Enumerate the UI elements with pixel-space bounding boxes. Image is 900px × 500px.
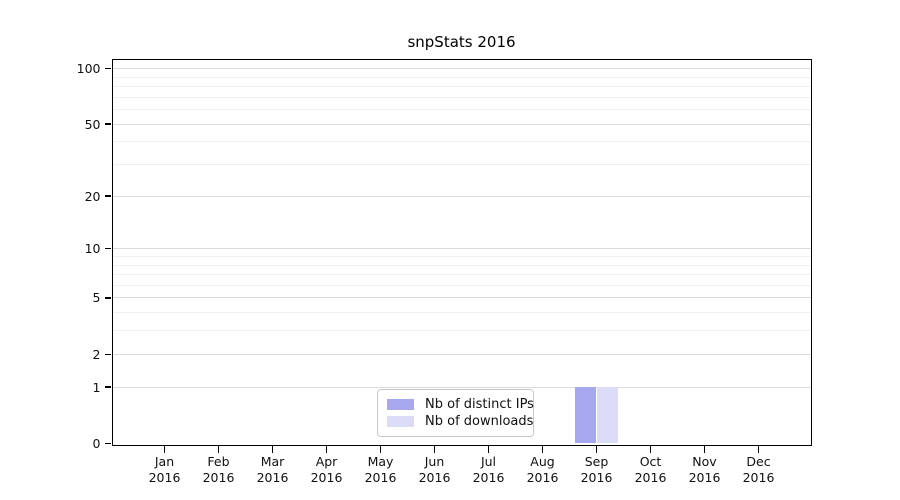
gridline-major <box>112 123 811 125</box>
chart-title: snpStats 2016 <box>407 33 516 51</box>
legend-label-distinct-ips: Nb of distinct IPs <box>425 397 534 412</box>
x-tick-mark <box>163 446 166 453</box>
x-tick-label: May 2016 <box>354 454 408 487</box>
gridline-major <box>112 68 811 70</box>
y-tick-mark <box>104 195 111 197</box>
y-tick-mark <box>104 442 111 445</box>
y-tick-label: 100 <box>76 61 101 77</box>
x-tick-label-month: Mar <box>260 453 285 469</box>
x-tick-label-month: Feb <box>207 453 230 469</box>
gridline-minor <box>112 284 811 286</box>
x-tick-mark <box>649 446 652 453</box>
y-tick-mark <box>104 123 111 125</box>
y-tick-mark <box>104 297 111 299</box>
x-tick-label-year: 2016 <box>688 470 721 485</box>
gridline-major <box>112 248 811 250</box>
x-tick-label-year: 2016 <box>310 470 343 485</box>
x-tick-label: Dec 2016 <box>732 454 786 487</box>
gridline-minor <box>112 312 811 314</box>
bar-nb-of-distinct-ips <box>574 387 597 444</box>
y-tick-label: 50 <box>84 116 101 132</box>
gridline-major <box>112 297 811 299</box>
gridline-minor <box>112 255 811 257</box>
x-tick-label: Jan 2016 <box>138 454 192 487</box>
legend-item-downloads: Nb of downloads <box>387 414 533 429</box>
gridline-minor <box>112 164 811 166</box>
gridline-major <box>112 353 811 355</box>
x-tick-mark <box>271 446 274 453</box>
y-tick-label: 10 <box>84 241 101 257</box>
x-tick-label-month: Jun <box>424 453 445 469</box>
x-tick-label-year: 2016 <box>526 470 559 485</box>
x-tick-label-year: 2016 <box>256 470 289 485</box>
x-tick-label: Mar 2016 <box>246 454 300 487</box>
x-tick-mark <box>595 446 598 453</box>
gridline-minor <box>112 76 811 78</box>
legend-item-distinct-ips: Nb of distinct IPs <box>387 397 534 412</box>
legend: Nb of distinct IPs Nb of downloads <box>377 389 534 437</box>
x-tick-label-month: May <box>367 453 394 469</box>
gridline-minor <box>112 86 811 88</box>
x-tick-label: Nov 2016 <box>678 454 732 487</box>
y-tick-mark <box>104 67 111 70</box>
x-tick-label-year: 2016 <box>742 470 775 485</box>
y-tick-label: 0 <box>92 436 101 451</box>
x-tick-label: Feb 2016 <box>192 454 246 487</box>
x-tick-mark <box>757 446 760 453</box>
x-tick-mark <box>487 446 490 453</box>
x-tick-label: Aug 2016 <box>516 454 570 487</box>
legend-label-downloads: Nb of downloads <box>425 414 534 429</box>
x-tick-label: Oct 2016 <box>624 454 678 487</box>
y-tick-mark <box>104 247 111 250</box>
x-tick-label-year: 2016 <box>148 470 181 485</box>
x-tick-label: Jun 2016 <box>408 454 462 487</box>
x-tick-label-year: 2016 <box>364 470 397 485</box>
y-tick-label: 1 <box>92 379 101 395</box>
y-tick-label: 2 <box>92 346 101 362</box>
y-tick-label: 5 <box>92 290 101 306</box>
x-tick-label: Sep 2016 <box>570 454 624 487</box>
x-tick-mark <box>325 446 328 453</box>
gridline-minor <box>112 96 811 98</box>
x-tick-label-month: Oct <box>639 453 662 469</box>
x-tick-label-month: Dec <box>746 453 771 469</box>
x-tick-label-month: Jul <box>480 453 497 469</box>
x-tick-label-year: 2016 <box>634 470 667 485</box>
y-tick-mark <box>104 386 111 388</box>
x-tick-label-month: Sep <box>584 453 609 469</box>
y-tick-mark <box>104 353 111 355</box>
bar-nb-of-downloads <box>596 387 619 444</box>
legend-swatch-distinct-ips-icon <box>387 399 414 410</box>
x-tick-label-year: 2016 <box>418 470 451 485</box>
x-tick-mark <box>217 446 220 453</box>
x-tick-mark <box>379 446 382 453</box>
x-tick-label-month: Nov <box>692 453 717 469</box>
gridline-minor <box>112 264 811 266</box>
y-tick-label: 20 <box>84 188 101 204</box>
x-tick-label-month: Apr <box>315 453 338 469</box>
x-tick-label: Apr 2016 <box>300 454 354 487</box>
x-tick-label-year: 2016 <box>202 470 235 485</box>
gridline-minor <box>112 274 811 276</box>
gridline-minor <box>112 109 811 111</box>
gridline-major <box>112 386 811 388</box>
gridline-minor <box>112 330 811 332</box>
x-tick-mark <box>541 446 544 453</box>
legend-swatch-downloads-icon <box>387 416 414 427</box>
x-tick-label: Jul 2016 <box>462 454 516 487</box>
gridline-minor <box>112 141 811 143</box>
x-tick-label-year: 2016 <box>472 470 505 485</box>
gridline-major <box>112 195 811 197</box>
x-tick-mark <box>703 446 706 453</box>
x-tick-label-month: Jan <box>154 453 175 469</box>
plot-area: 0 1 2 5 10 20 50 100 Jan 2016 Feb 2016 Mar 2016 Apr 201… <box>77 58 812 485</box>
x-tick-label-month: Aug <box>530 453 555 469</box>
x-tick-label-year: 2016 <box>580 470 613 485</box>
x-tick-mark <box>433 446 436 453</box>
